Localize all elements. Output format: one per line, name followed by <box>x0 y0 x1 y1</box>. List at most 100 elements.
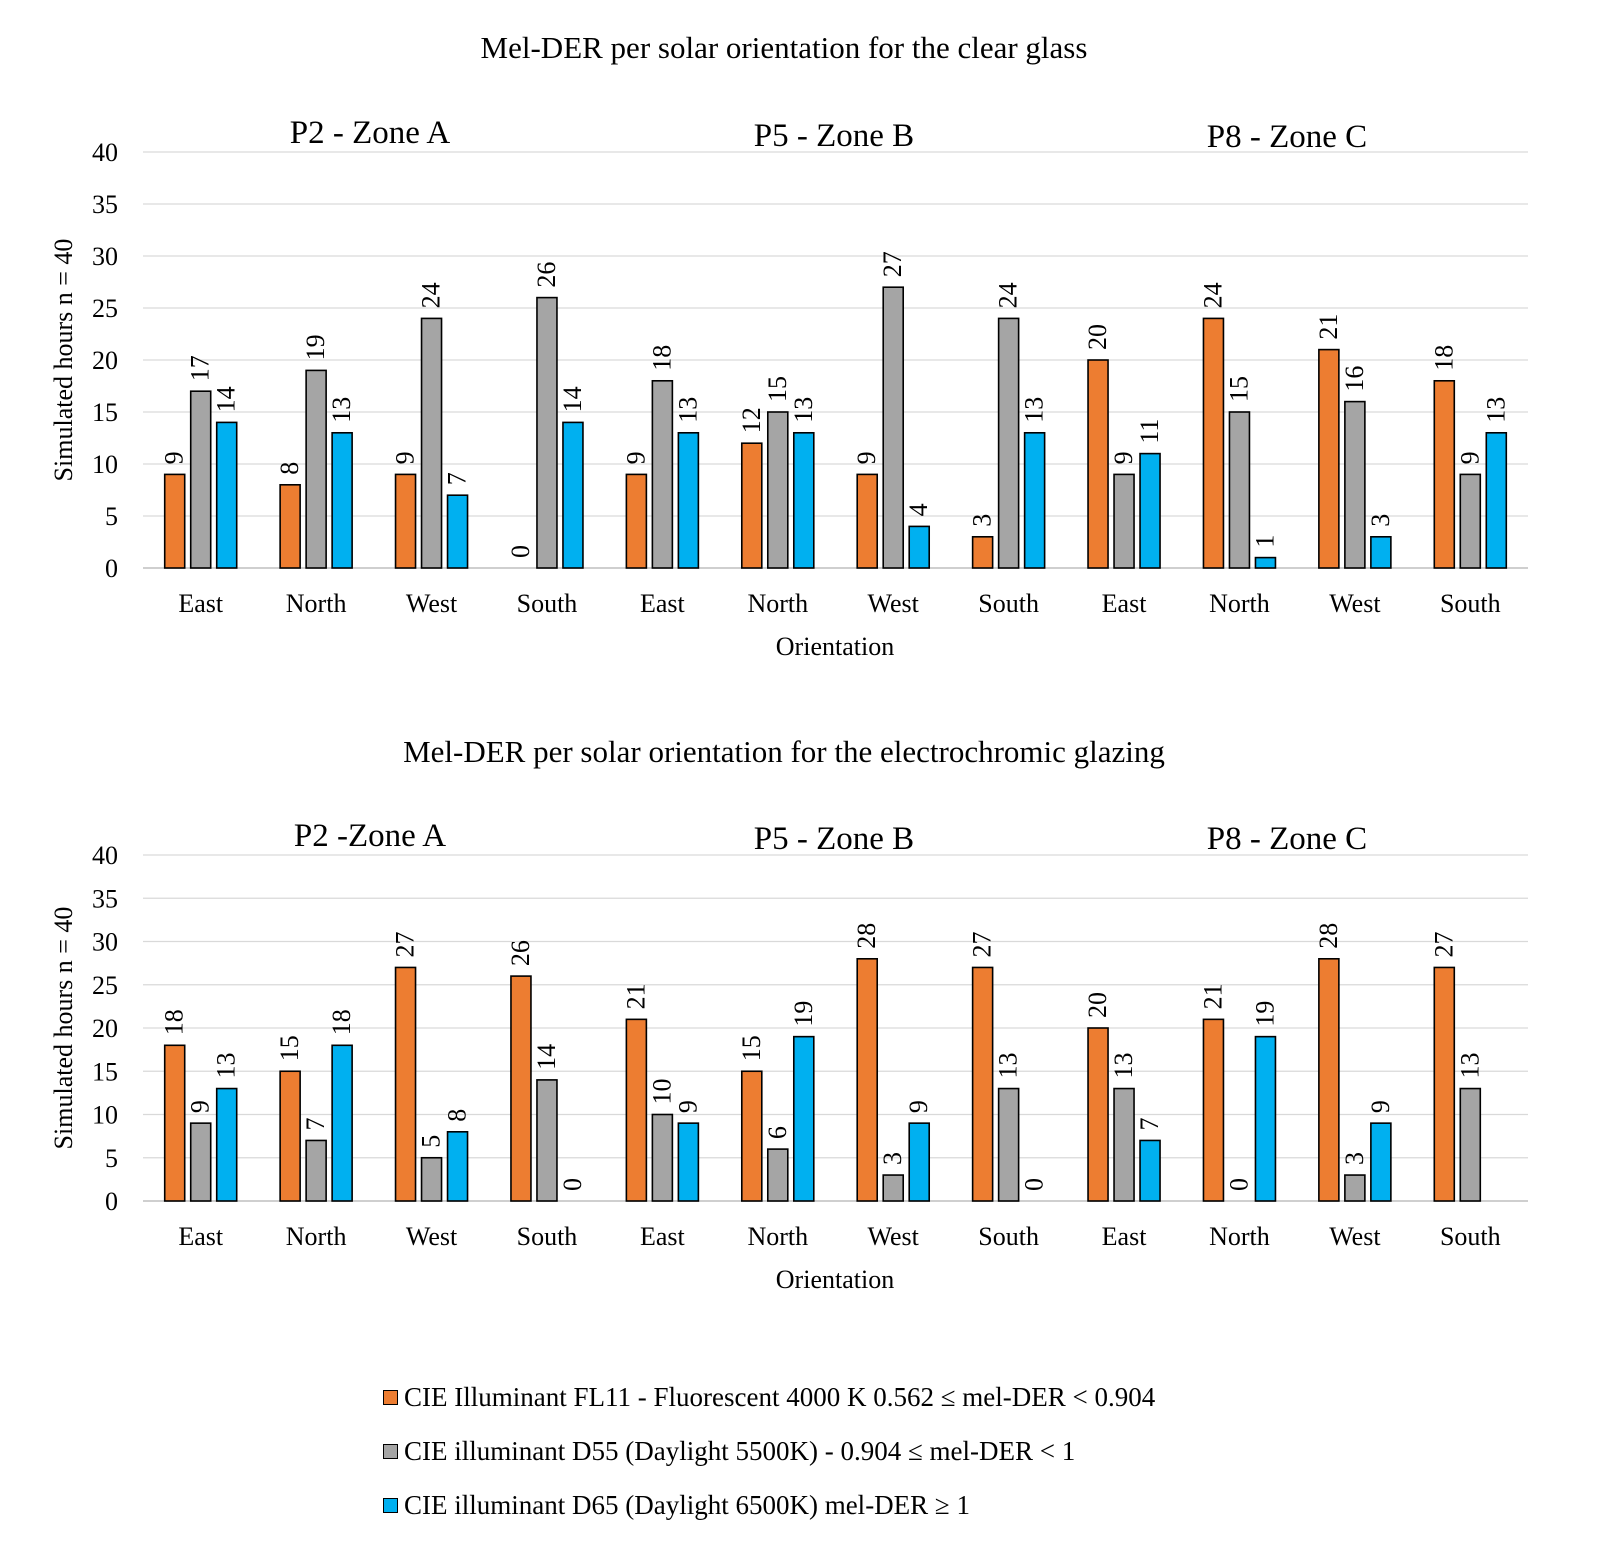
data-label: 9 <box>160 451 189 464</box>
x-axis-label: Orientation <box>776 1265 894 1294</box>
group-label: P8 - Zone C <box>1207 821 1367 857</box>
bar <box>1113 473 1135 569</box>
x-tick-label: South <box>1440 589 1501 618</box>
x-tick-label: South <box>1440 1222 1501 1251</box>
bar <box>1459 473 1482 569</box>
legend-item-fl11: CIE Illuminant FL11 - Fluorescent 4000 K… <box>383 1370 1155 1424</box>
data-label: 15 <box>275 1035 304 1061</box>
bar <box>1202 317 1225 569</box>
legend-label-fl11: CIE Illuminant FL11 - Fluorescent 4000 K… <box>404 1381 1156 1412</box>
data-label: 13 <box>327 397 356 423</box>
legend-label-d65: CIE illuminant D65 (Daylight 6500K) mel-… <box>404 1489 970 1520</box>
bar <box>1370 535 1392 569</box>
x-tick-label: South <box>978 589 1039 618</box>
data-label: 8 <box>275 462 304 475</box>
data-label: 3 <box>1366 514 1395 527</box>
data-label: 1 <box>1250 535 1279 548</box>
data-label: 27 <box>968 931 997 957</box>
data-label: 19 <box>789 1001 818 1027</box>
bar <box>971 535 994 569</box>
bar <box>908 1122 931 1202</box>
bar <box>562 421 584 569</box>
bar <box>394 966 417 1202</box>
bar <box>536 1079 558 1202</box>
chart-title: Mel-DER per solar orientation for the el… <box>403 734 1165 769</box>
y-tick-label: 35 <box>92 884 118 913</box>
bar <box>446 494 469 569</box>
y-axis-label: Simulated hours n = 40 <box>49 907 78 1150</box>
y-tick-label: 10 <box>92 1101 118 1130</box>
x-axis-label: Orientation <box>776 632 894 661</box>
x-tick-label: East <box>178 1222 224 1251</box>
data-label: 21 <box>1198 983 1227 1009</box>
group-label: P2 - Zone A <box>290 115 451 151</box>
legend-swatch-d65 <box>383 1497 398 1513</box>
bar <box>215 1087 238 1202</box>
data-label: 7 <box>443 472 472 485</box>
data-label: 3 <box>878 1152 907 1165</box>
bar <box>305 1139 327 1202</box>
data-label: 17 <box>186 355 215 381</box>
bar <box>1318 957 1340 1202</box>
y-tick-label: 5 <box>105 1144 118 1173</box>
data-label: 9 <box>673 1100 702 1113</box>
bar <box>677 1122 700 1202</box>
y-tick-label: 30 <box>92 928 118 957</box>
data-label: 9 <box>391 451 420 464</box>
bar <box>163 1044 186 1202</box>
data-label: 0 <box>506 545 535 558</box>
data-label: 20 <box>1083 992 1112 1018</box>
data-label: 14 <box>212 386 241 412</box>
y-tick-label: 40 <box>92 138 118 167</box>
bar <box>997 317 1020 569</box>
bar <box>163 473 186 569</box>
data-label: 13 <box>1020 397 1049 423</box>
data-label: 27 <box>878 251 907 277</box>
bar <box>1228 411 1251 569</box>
data-label: 13 <box>1109 1053 1138 1079</box>
legend-label-d55: CIE illuminant D55 (Daylight 5500K) - 0.… <box>404 1435 1076 1466</box>
data-label: 21 <box>1314 314 1343 340</box>
data-label: 4 <box>904 503 933 516</box>
data-label: 8 <box>443 1109 472 1122</box>
y-tick-label: 25 <box>92 971 118 1000</box>
bar <box>625 1018 648 1202</box>
x-tick-label: North <box>747 1222 808 1251</box>
bar <box>1459 1087 1482 1202</box>
x-tick-label: South <box>517 589 578 618</box>
data-label: 3 <box>968 514 997 527</box>
data-label: 27 <box>391 931 420 957</box>
bar <box>740 1070 763 1202</box>
x-tick-label: West <box>1329 1222 1381 1251</box>
bar <box>856 473 879 569</box>
data-label: 5 <box>417 1135 446 1148</box>
group-label: P5 - Zone B <box>754 118 914 154</box>
data-label: 9 <box>1455 451 1484 464</box>
group-label: P8 - Zone C <box>1207 119 1367 155</box>
data-label: 12 <box>737 407 766 433</box>
bar <box>997 1087 1020 1202</box>
bar <box>1254 1035 1277 1202</box>
bar <box>510 975 532 1202</box>
bar <box>279 1070 301 1202</box>
bar <box>420 317 443 569</box>
bar <box>331 431 353 569</box>
data-label: 0 <box>1020 1178 1049 1191</box>
data-label: 24 <box>1198 282 1227 308</box>
bar <box>1254 556 1277 569</box>
bar <box>394 473 417 569</box>
bar <box>1087 359 1109 569</box>
bar <box>1139 452 1161 569</box>
y-tick-label: 25 <box>92 294 118 323</box>
data-label: 28 <box>852 923 881 949</box>
legend-item-d55: CIE illuminant D55 (Daylight 5500K) - 0.… <box>383 1424 1155 1478</box>
data-label: 7 <box>1135 1117 1164 1130</box>
bar <box>331 1044 353 1202</box>
data-label: 9 <box>186 1100 215 1113</box>
bar <box>625 473 648 569</box>
group-label: P5 - Zone B <box>754 821 914 857</box>
y-tick-label: 35 <box>92 190 118 219</box>
data-label: 18 <box>327 1009 356 1035</box>
bar <box>536 296 558 569</box>
group-label: P2 -Zone A <box>294 818 446 854</box>
